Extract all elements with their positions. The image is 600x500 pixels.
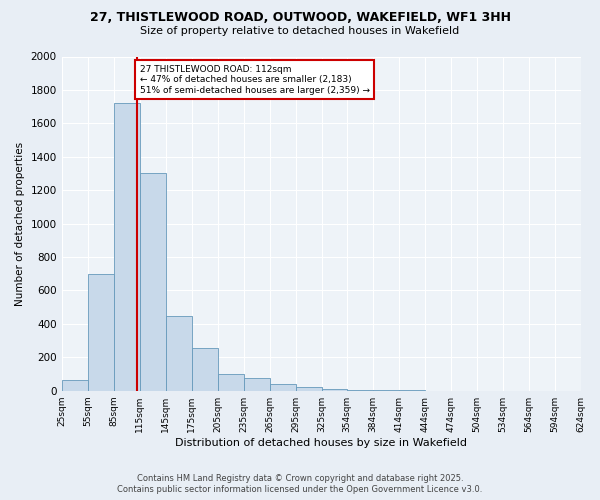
Text: 27, THISTLEWOOD ROAD, OUTWOOD, WAKEFIELD, WF1 3HH: 27, THISTLEWOOD ROAD, OUTWOOD, WAKEFIELD… (89, 11, 511, 24)
Text: Size of property relative to detached houses in Wakefield: Size of property relative to detached ho… (140, 26, 460, 36)
Bar (88, 274, 113, 390)
Text: Contains HM Land Registry data © Crown copyright and database right 2025.
Contai: Contains HM Land Registry data © Crown c… (118, 474, 482, 494)
Bar (296, 386, 322, 390)
Bar (62, 380, 88, 390)
Y-axis label: Number of detached properties: Number of detached properties (15, 142, 25, 306)
Bar (269, 384, 296, 390)
Bar (322, 389, 347, 390)
Bar (218, 374, 244, 390)
Text: 27 THISTLEWOOD ROAD: 112sqm
← 47% of detached houses are smaller (2,183)
51% of : 27 THISTLEWOOD ROAD: 112sqm ← 47% of det… (140, 65, 370, 94)
Bar (166, 316, 191, 390)
Bar (191, 348, 218, 391)
Bar (140, 174, 166, 390)
Bar (244, 378, 269, 390)
Bar (113, 104, 140, 391)
X-axis label: Distribution of detached houses by size in Wakefield: Distribution of detached houses by size … (175, 438, 467, 448)
